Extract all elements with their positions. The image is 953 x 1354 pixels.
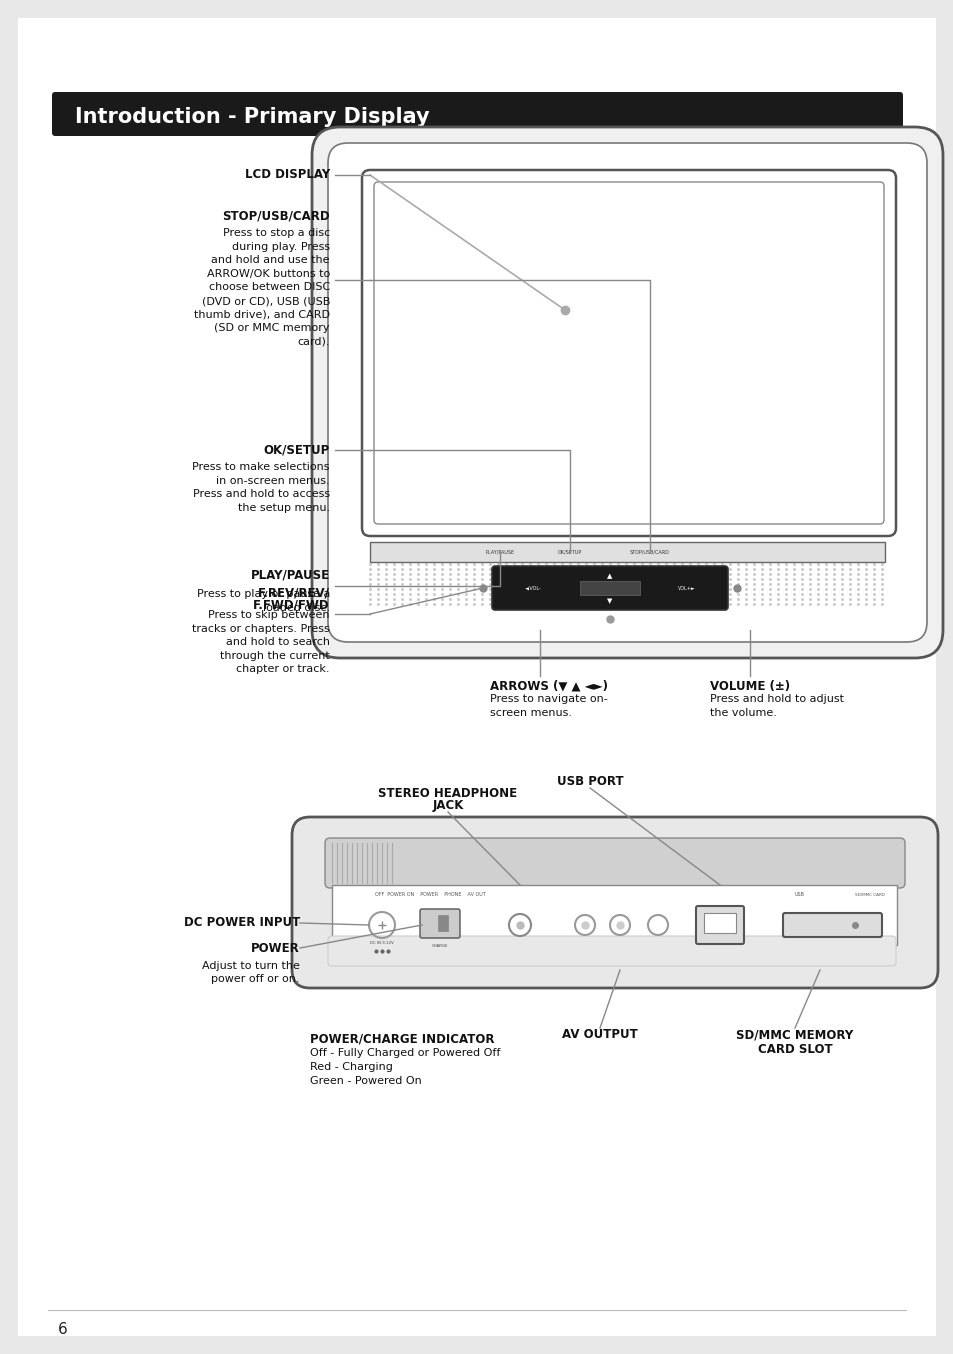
Bar [703,913,735,933]
Text: Press to skip between
tracks or chapters. Press
and hold to search
through the c: Press to skip between tracks or chapters… [193,611,330,674]
Text: DC IN 9-12V: DC IN 9-12V [370,941,394,945]
FancyBboxPatch shape [374,181,883,524]
Text: Off - Fully Charged or Powered Off
Red - Charging
Green - Powered On: Off - Fully Charged or Powered Off Red -… [310,1048,500,1086]
Text: DC POWER INPUT: DC POWER INPUT [184,917,299,929]
FancyBboxPatch shape [782,913,882,937]
Text: ▲: ▲ [607,573,612,580]
Text: OK/SETUP: OK/SETUP [263,444,330,456]
FancyBboxPatch shape [419,909,459,938]
FancyBboxPatch shape [361,171,895,536]
Text: Press to stop a disc
during play. Press
and hold and use the
ARROW/OK buttons to: Press to stop a disc during play. Press … [193,227,330,347]
Text: STEREO HEADPHONE: STEREO HEADPHONE [378,787,517,800]
Text: STOP/USB/CARD: STOP/USB/CARD [629,550,669,555]
Text: Press to play or pause a
loaded disc.: Press to play or pause a loaded disc. [196,589,330,612]
Text: Press to make selections
in on-screen menus.
Press and hold to access
the setup : Press to make selections in on-screen me… [193,462,330,513]
Text: OFF  POWER ON    POWER    PHONE    AV OUT: OFF POWER ON POWER PHONE AV OUT [375,892,485,898]
Text: Press and hold to adjust
the volume.: Press and hold to adjust the volume. [709,695,843,718]
Text: JACK: JACK [432,799,463,812]
FancyBboxPatch shape [328,936,895,965]
Bar [437,915,448,932]
Bar [579,581,639,594]
FancyBboxPatch shape [292,816,937,988]
Text: VOL+►: VOL+► [678,585,695,590]
Text: F.FWD/FWD: F.FWD/FWD [253,598,330,611]
FancyBboxPatch shape [325,838,904,888]
Text: VOLUME (±): VOLUME (±) [709,680,789,693]
Text: STOP/USB/CARD: STOP/USB/CARD [222,210,330,222]
Text: ◄/VOL-: ◄/VOL- [524,585,540,590]
Text: PLAY/PAUSE: PLAY/PAUSE [251,569,330,582]
Text: OK/SETUP: OK/SETUP [558,550,581,555]
Text: 6: 6 [58,1323,68,1338]
Bar [332,886,896,945]
Text: Adjust to turn the
power off or on.: Adjust to turn the power off or on. [202,961,299,984]
Text: POWER: POWER [251,941,299,955]
Text: USB: USB [794,892,804,898]
Text: USB PORT: USB PORT [557,774,622,788]
Text: ▼: ▼ [607,598,612,604]
Text: SD/MMC CARD: SD/MMC CARD [854,894,884,896]
Text: F.REV/REV/: F.REV/REV/ [258,586,330,598]
FancyBboxPatch shape [492,566,727,611]
Text: Introduction - Primary Display: Introduction - Primary Display [75,107,429,127]
FancyBboxPatch shape [52,92,902,135]
Text: ARROWS (▼ ▲ ◄►): ARROWS (▼ ▲ ◄►) [490,680,607,693]
FancyBboxPatch shape [696,906,743,944]
Text: LCD DISPLAY: LCD DISPLAY [245,168,330,181]
FancyBboxPatch shape [328,144,926,642]
Text: CHARGE: CHARGE [432,944,448,948]
Text: AV OUTPUT: AV OUTPUT [561,1028,638,1041]
FancyBboxPatch shape [312,127,942,658]
FancyBboxPatch shape [18,18,935,1336]
Text: Press to navigate on-
screen menus.: Press to navigate on- screen menus. [490,695,607,718]
Text: PLAY/PAUSE: PLAY/PAUSE [485,550,514,555]
Bar [370,542,884,562]
Text: SD/MMC MEMORY: SD/MMC MEMORY [736,1028,853,1041]
Text: CARD SLOT: CARD SLOT [757,1043,831,1056]
Text: POWER/CHARGE INDICATOR: POWER/CHARGE INDICATOR [310,1032,494,1045]
